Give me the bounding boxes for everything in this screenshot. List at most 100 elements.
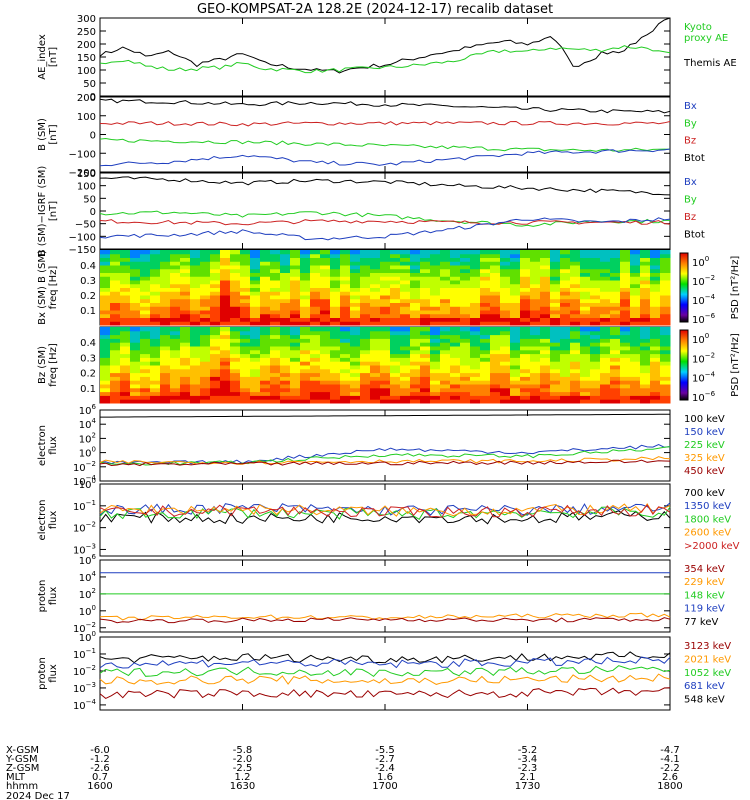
spectro-cell (410, 302, 421, 307)
spectro-cell (260, 368, 271, 374)
spectro-cell (320, 261, 331, 266)
spectro-cell (110, 376, 121, 381)
spectro-cell (560, 298, 571, 303)
axis-value-z-3: -2.3 (518, 763, 538, 774)
spectro-cell (340, 253, 351, 258)
spectro-cell (500, 353, 511, 358)
spectro-cell (530, 306, 541, 311)
spectro-cell (400, 287, 411, 292)
spectro-cell (360, 365, 371, 370)
spectro-cell (100, 268, 111, 273)
spectro-cell (580, 357, 591, 362)
spectro-cell (450, 338, 461, 343)
spectro-cell (160, 313, 171, 318)
spectro-cell (280, 365, 291, 370)
spectro-cell (240, 395, 251, 400)
spectro-cell (220, 353, 231, 358)
spectro-cell (260, 357, 271, 362)
spectro-cell (410, 295, 421, 300)
spectro-cell (400, 283, 411, 288)
spectro-cell (400, 250, 411, 255)
ytick-label-2-0: 150 (77, 169, 96, 180)
spectro-cell (530, 342, 541, 347)
spectro-cell (490, 313, 501, 318)
spectro-cell (100, 272, 111, 277)
spectro-cell (360, 280, 371, 285)
spectro-cell (380, 361, 391, 366)
spectro-cell (650, 302, 661, 307)
spectro-cell (280, 276, 291, 281)
spectro-cell (170, 357, 181, 362)
spectro-cell (330, 395, 341, 400)
spectro-cell (560, 334, 571, 339)
spectro-cell (460, 265, 471, 270)
spectro-cell (640, 327, 651, 332)
spectro-cell (380, 353, 391, 358)
spectro-cell (280, 298, 291, 303)
spectro-cell (350, 391, 361, 396)
spectro-cell (600, 272, 611, 277)
spectro-cell (510, 261, 521, 266)
spectro-cell (650, 280, 661, 285)
spectro-cell (540, 346, 551, 351)
spectro-cell (220, 395, 231, 400)
series-line-1-2 (99, 137, 671, 152)
spectro-cell (320, 330, 331, 336)
spectro-cell (500, 395, 511, 400)
spectro-cell (600, 384, 611, 389)
axis-value-z-4: -2.2 (660, 763, 680, 774)
spectro-cell (620, 313, 631, 318)
spectro-cell (110, 361, 121, 366)
spectro-cell (210, 298, 221, 303)
spectro-cell (450, 280, 461, 285)
spectro-cell (540, 250, 551, 255)
spectro-cell (330, 280, 341, 285)
spectro-cell (350, 346, 361, 351)
colorbar-tick-4-0: 100 (692, 332, 709, 346)
spectro-cell (340, 395, 351, 400)
spectro-cell (280, 250, 291, 255)
spectro-cell (120, 391, 131, 396)
spectro-cell (390, 313, 401, 318)
spectro-cell (130, 302, 141, 307)
spectro-cell (150, 313, 161, 318)
spectro-cell (430, 384, 441, 389)
spectro-cell (160, 334, 171, 339)
spectro-cell (300, 380, 311, 385)
spectro-cell (410, 280, 421, 285)
spectro-cell (540, 310, 551, 315)
spectro-cell (640, 317, 651, 322)
spectro-cell (630, 265, 641, 270)
spectro-cell (550, 317, 561, 322)
spectro-cell (250, 265, 261, 270)
spectro-cell (530, 268, 541, 273)
spectro-cell (240, 253, 251, 258)
spectro-cell (300, 313, 311, 318)
series-line-2-3 (99, 217, 671, 241)
spectro-cell (410, 399, 421, 404)
spectro-cell (180, 353, 191, 358)
spectro-cell (100, 334, 111, 339)
spectro-cell (420, 327, 431, 332)
spectro-cell (340, 346, 351, 351)
spectro-cell (120, 384, 131, 389)
spectro-cell (130, 330, 141, 336)
spectro-cell (130, 361, 141, 366)
spectro-cell (550, 298, 561, 303)
spectro-cell (240, 330, 251, 336)
spectro-cell (510, 361, 521, 366)
spectro-cell (310, 353, 321, 358)
spectro-cell (300, 261, 311, 266)
spectro-cell (150, 399, 161, 404)
spectro-cell (640, 250, 651, 255)
spectro-cell (540, 399, 551, 404)
panel-ylabel-5-1: flux (48, 436, 59, 455)
spectro-cell (120, 357, 131, 362)
spectro-cell (190, 313, 201, 318)
ytick-label-3-2: 0.2 (80, 291, 96, 302)
spectro-cell (580, 250, 591, 255)
spectro-cell (190, 253, 201, 258)
spectro-cell (620, 384, 631, 389)
spectro-cell (500, 276, 511, 281)
spectro-cell (630, 372, 641, 377)
